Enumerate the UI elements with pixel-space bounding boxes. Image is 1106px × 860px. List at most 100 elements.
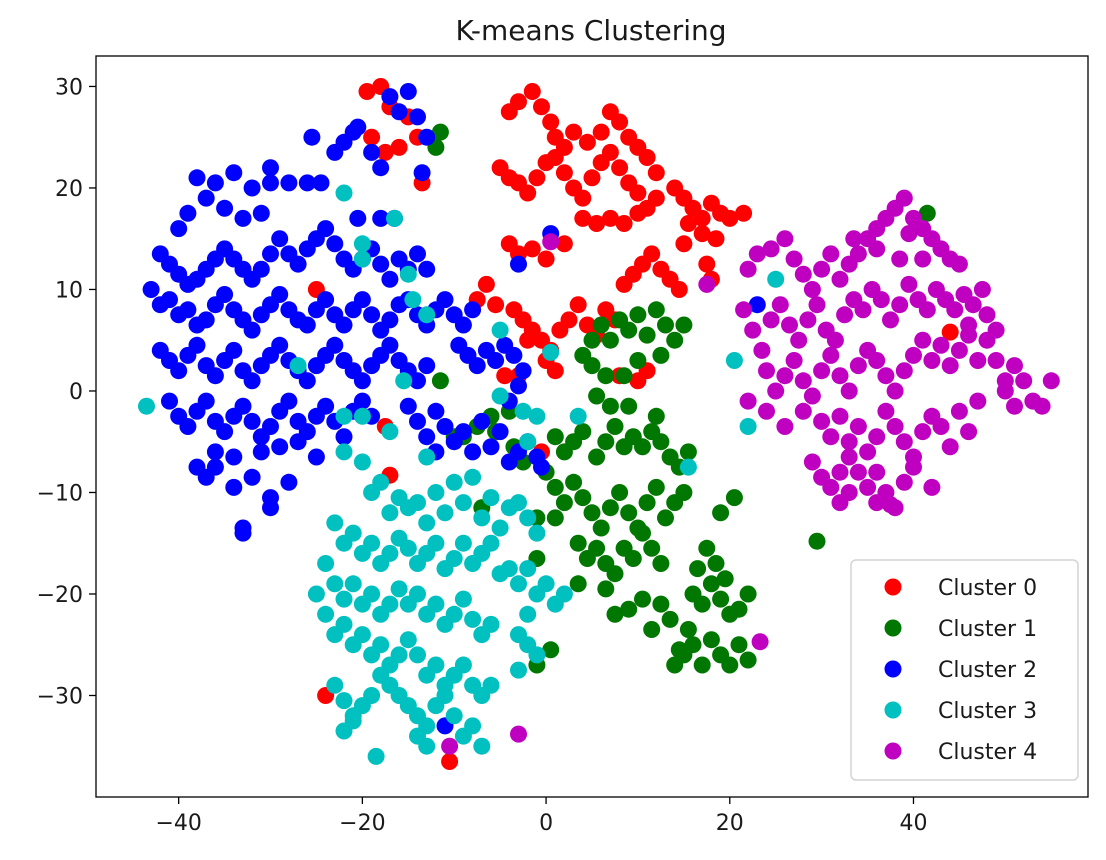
data-point xyxy=(794,402,812,420)
data-point xyxy=(427,595,445,613)
data-point xyxy=(510,661,527,679)
data-point xyxy=(647,478,665,496)
data-point xyxy=(363,306,381,324)
data-point xyxy=(831,270,849,288)
data-point xyxy=(592,123,610,141)
data-point xyxy=(583,331,601,349)
data-point xyxy=(877,402,895,420)
data-point xyxy=(500,560,518,578)
data-point xyxy=(1033,397,1051,415)
data-point xyxy=(381,311,399,329)
data-point xyxy=(399,499,417,517)
legend-entries: Cluster 0 Cluster 1 Cluster 2 Cluster 3 Clus… xyxy=(884,576,1037,765)
data-point xyxy=(565,473,583,491)
data-point xyxy=(289,433,307,451)
data-point xyxy=(353,407,371,425)
data-point xyxy=(822,245,840,263)
data-point xyxy=(271,286,289,303)
data-point xyxy=(601,397,619,415)
data-point xyxy=(335,615,353,633)
legend-label: Cluster 2 xyxy=(938,658,1037,683)
data-point xyxy=(822,478,840,496)
data-point xyxy=(418,514,436,532)
data-point xyxy=(555,235,573,253)
data-point xyxy=(464,301,482,319)
data-point xyxy=(399,631,417,649)
data-point xyxy=(395,372,413,390)
data-point xyxy=(262,245,279,263)
data-point xyxy=(693,209,711,227)
data-point xyxy=(491,321,509,339)
data-point xyxy=(684,636,702,654)
data-point xyxy=(1006,357,1023,375)
data-point xyxy=(615,215,633,232)
data-point xyxy=(533,458,550,476)
data-point xyxy=(643,539,661,557)
data-point xyxy=(813,260,831,278)
data-point xyxy=(647,189,665,207)
data-point xyxy=(569,407,587,425)
data-point xyxy=(950,255,968,273)
data-point xyxy=(519,509,537,527)
data-point xyxy=(519,605,537,623)
data-point xyxy=(588,539,606,557)
data-point xyxy=(326,676,344,694)
data-point xyxy=(413,164,431,182)
data-point xyxy=(652,555,670,572)
data-point xyxy=(776,418,794,435)
data-point xyxy=(523,240,541,258)
data-point xyxy=(418,448,436,466)
data-point xyxy=(353,291,371,309)
data-point xyxy=(620,321,638,339)
data-point xyxy=(546,509,564,527)
data-point xyxy=(583,169,601,187)
x-tick-label: 20 xyxy=(716,811,744,836)
data-point xyxy=(528,169,546,187)
data-point xyxy=(638,494,656,512)
data-point xyxy=(353,626,371,644)
x-tick-label: −40 xyxy=(155,811,201,836)
data-point xyxy=(620,600,638,618)
data-point xyxy=(427,484,445,501)
data-point xyxy=(349,118,367,136)
data-point xyxy=(409,108,426,126)
data-point xyxy=(409,245,426,263)
data-point xyxy=(436,687,454,704)
data-point xyxy=(758,362,775,380)
data-point xyxy=(606,605,624,623)
data-point xyxy=(923,352,941,369)
data-point xyxy=(716,570,734,588)
data-point xyxy=(707,230,725,248)
data-point xyxy=(386,209,403,227)
data-point xyxy=(725,489,743,507)
data-point xyxy=(574,209,592,227)
data-point xyxy=(601,499,619,517)
data-point xyxy=(390,138,408,156)
data-point xyxy=(652,346,670,364)
data-point xyxy=(482,438,500,456)
data-point xyxy=(588,387,606,405)
data-point xyxy=(510,255,527,273)
data-point xyxy=(510,377,527,395)
data-point xyxy=(932,418,950,435)
data-point xyxy=(528,407,546,425)
data-point xyxy=(744,321,762,339)
data-point xyxy=(735,204,753,222)
data-point xyxy=(510,494,527,512)
chart-title: K-means Clustering xyxy=(455,14,726,47)
data-point xyxy=(473,509,491,527)
data-point xyxy=(454,423,472,441)
data-point xyxy=(601,331,619,349)
data-point xyxy=(776,230,794,248)
data-point xyxy=(652,433,670,451)
data-point xyxy=(693,225,711,243)
data-point xyxy=(317,397,335,415)
data-point xyxy=(482,534,500,552)
data-point xyxy=(739,418,757,435)
data-point xyxy=(542,233,560,251)
data-point xyxy=(280,174,298,192)
data-point xyxy=(468,357,486,375)
data-point xyxy=(996,382,1014,400)
data-point xyxy=(803,281,821,298)
y-tick-label: −30 xyxy=(37,684,83,709)
